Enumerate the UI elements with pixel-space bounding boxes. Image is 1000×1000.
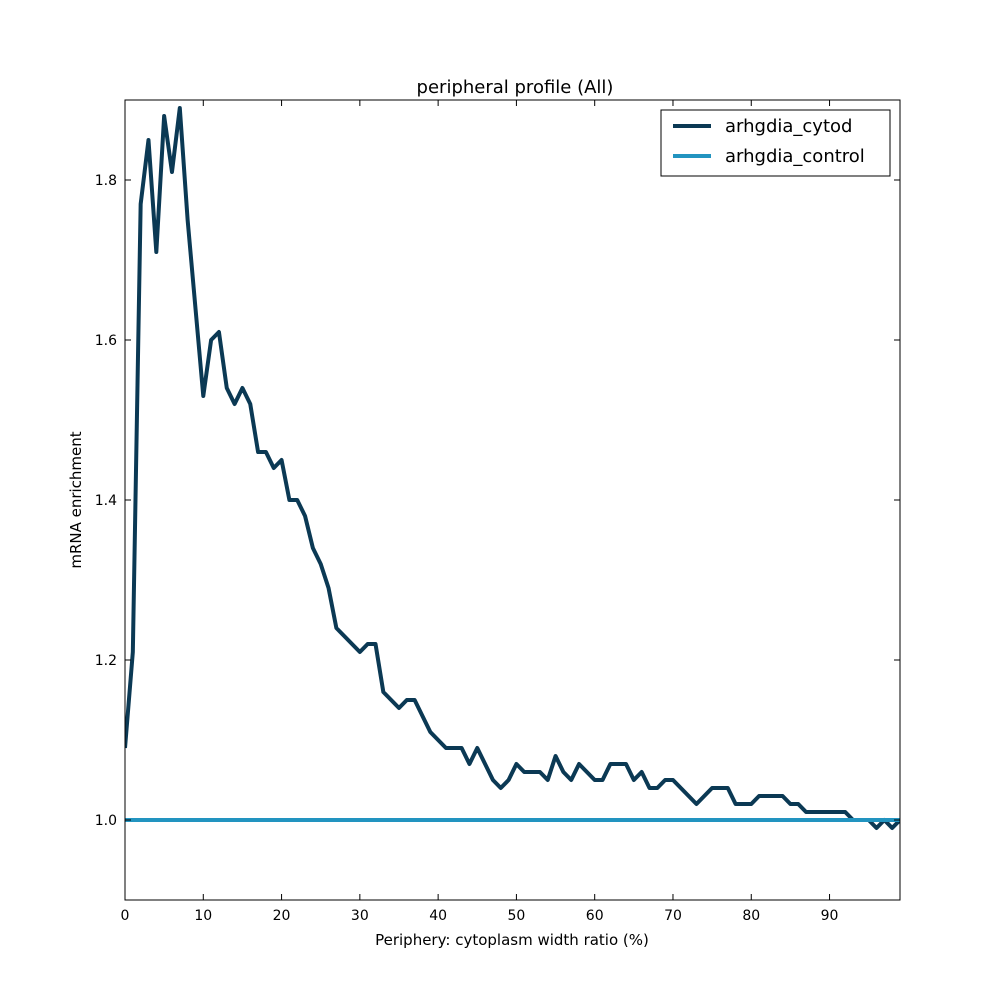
x-tick-label: 80 (742, 908, 760, 924)
x-tick-label: 30 (351, 908, 369, 924)
x-tick-label: 70 (664, 908, 682, 924)
axes: 0 10 20 30 40 50 60 70 80 90 1.0 1.2 1.4 1.6 1.8 (95, 99, 901, 924)
x-tick-label: 10 (194, 908, 212, 924)
y-axis-label: mRNA enrichment (67, 431, 85, 568)
y-tick-label: 1.8 (95, 173, 117, 189)
series-line-arhgdia_cytod (125, 106, 900, 830)
x-tick-label: 0 (121, 908, 130, 924)
y-tick-label: 1.2 (95, 653, 117, 669)
y-tick-label: 1.4 (95, 493, 117, 509)
legend-box (660, 109, 891, 177)
x-tick-label: 50 (508, 908, 526, 924)
x-tick-label: 20 (273, 908, 291, 924)
legend: arhgdia_cytod arhgdia_control (660, 109, 891, 177)
x-axis-label: Periphery: cytoplasm width ratio (%) (375, 931, 649, 949)
x-tick-label: 90 (821, 908, 839, 924)
plot-area (125, 106, 900, 830)
x-tick-label: 40 (429, 908, 447, 924)
legend-label-arhgdia_control: arhgdia_control (725, 146, 865, 167)
x-tick-label: 60 (586, 908, 604, 924)
legend-label-arhgdia_cytod: arhgdia_cytod (725, 116, 852, 137)
y-tick-label: 1.6 (95, 333, 117, 349)
chart-title: peripheral profile (All) (417, 77, 614, 98)
y-tick-label: 1.0 (95, 813, 117, 829)
